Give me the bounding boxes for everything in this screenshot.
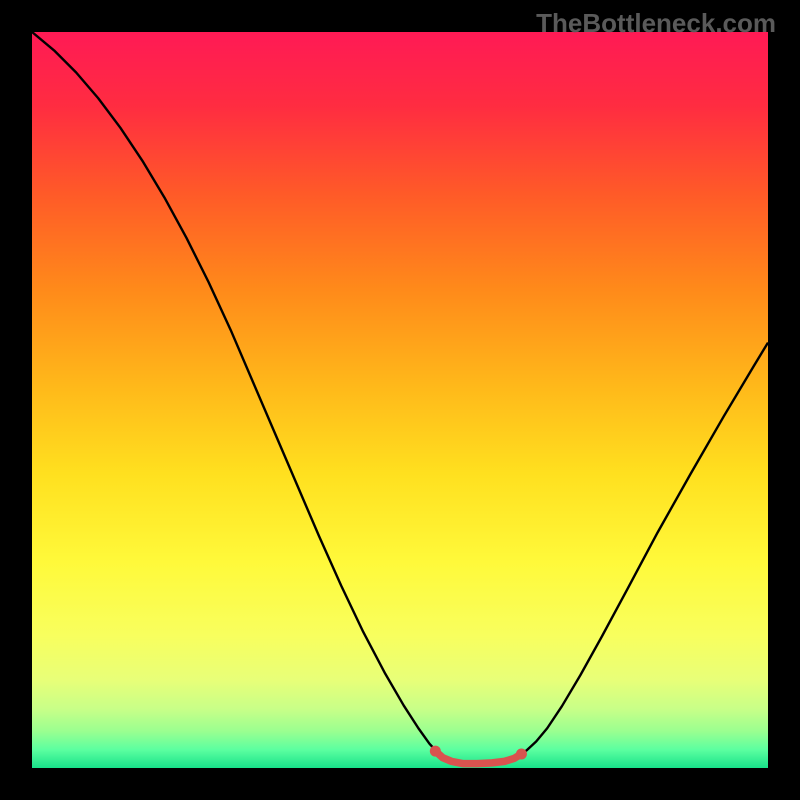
chart-container: TheBottleneck.com xyxy=(0,0,800,800)
highlight-endpoint-start xyxy=(430,746,441,757)
bottleneck-curve xyxy=(32,32,768,768)
optimal-highlight xyxy=(435,751,521,764)
highlight-endpoint-end xyxy=(516,749,527,760)
plot-area xyxy=(32,32,768,768)
watermark-text: TheBottleneck.com xyxy=(536,8,776,39)
curve-line xyxy=(32,32,768,764)
